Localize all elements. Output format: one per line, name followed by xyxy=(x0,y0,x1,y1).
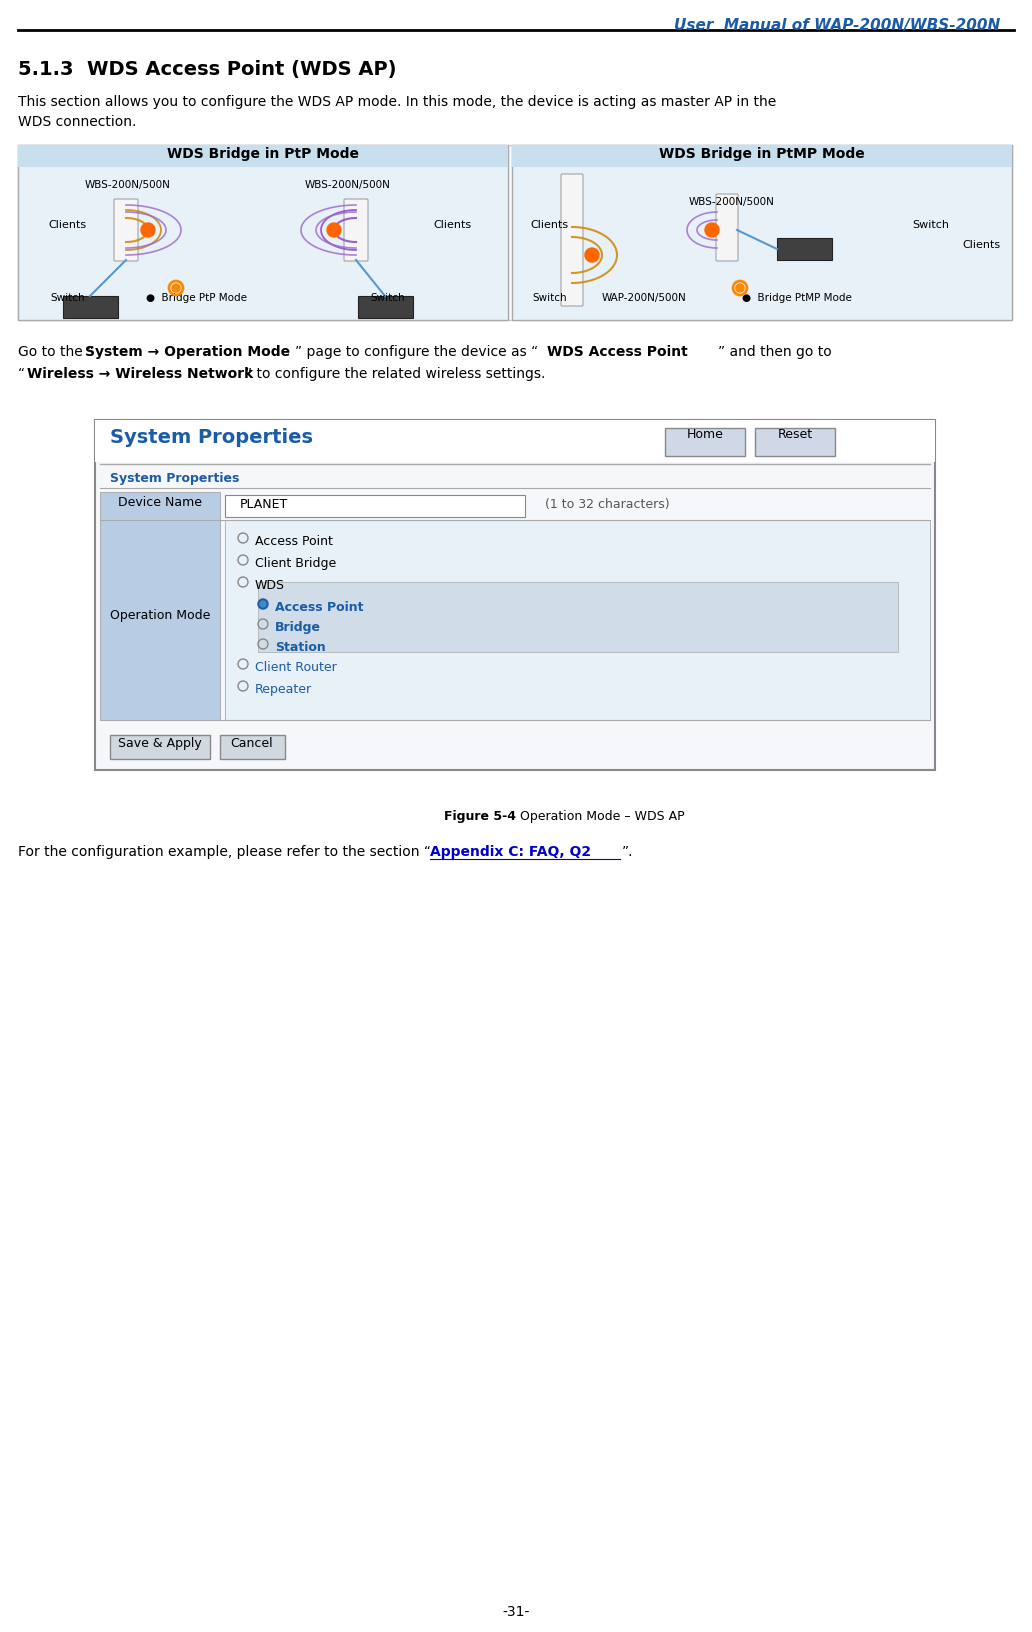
Text: Appendix C: FAQ, Q2: Appendix C: FAQ, Q2 xyxy=(430,845,591,858)
FancyBboxPatch shape xyxy=(95,419,935,462)
Text: WDS connection.: WDS connection. xyxy=(18,114,136,129)
Text: Client Router: Client Router xyxy=(255,661,336,674)
Text: Clients: Clients xyxy=(49,220,86,230)
Circle shape xyxy=(705,224,719,237)
FancyBboxPatch shape xyxy=(512,145,1012,166)
Text: ●  Bridge PtP Mode: ● Bridge PtP Mode xyxy=(146,294,247,304)
Text: System Properties: System Properties xyxy=(110,428,313,447)
Circle shape xyxy=(258,599,268,609)
Text: Figure 5-4: Figure 5-4 xyxy=(444,809,516,823)
Text: Clients: Clients xyxy=(530,220,569,230)
FancyBboxPatch shape xyxy=(18,145,508,166)
Text: Switch: Switch xyxy=(370,294,406,304)
Text: System → Operation Mode: System → Operation Mode xyxy=(85,344,290,359)
Circle shape xyxy=(260,601,266,607)
FancyBboxPatch shape xyxy=(755,428,835,455)
Text: ●  Bridge PtMP Mode: ● Bridge PtMP Mode xyxy=(742,294,851,304)
FancyBboxPatch shape xyxy=(665,428,745,455)
Text: (1 to 32 characters): (1 to 32 characters) xyxy=(545,498,670,511)
Text: WDS: WDS xyxy=(255,579,285,592)
FancyBboxPatch shape xyxy=(18,145,508,320)
Circle shape xyxy=(141,224,155,237)
Text: WAP-200N/500N: WAP-200N/500N xyxy=(602,294,686,304)
Text: Access Point: Access Point xyxy=(255,535,333,548)
Text: Station: Station xyxy=(275,641,326,654)
Text: This section allows you to configure the WDS AP mode. In this mode, the device i: This section allows you to configure the… xyxy=(18,95,776,109)
FancyBboxPatch shape xyxy=(512,145,1012,320)
Text: Save & Apply: Save & Apply xyxy=(118,738,202,751)
Text: Switch: Switch xyxy=(51,294,86,304)
FancyBboxPatch shape xyxy=(95,419,935,770)
Text: For the configuration example, please refer to the section “: For the configuration example, please re… xyxy=(18,845,431,858)
Circle shape xyxy=(327,224,341,237)
Circle shape xyxy=(736,284,744,292)
Text: Clients: Clients xyxy=(433,220,472,230)
Text: ”.: ”. xyxy=(622,845,634,858)
Text: Reset: Reset xyxy=(777,428,812,441)
FancyBboxPatch shape xyxy=(220,734,285,759)
Text: Switch: Switch xyxy=(533,294,567,304)
Text: WDS Access Point: WDS Access Point xyxy=(547,344,687,359)
Text: Clients: Clients xyxy=(962,240,1000,250)
Text: WDS Bridge in PtMP Mode: WDS Bridge in PtMP Mode xyxy=(659,147,865,162)
Text: “: “ xyxy=(18,367,25,380)
FancyBboxPatch shape xyxy=(561,175,583,307)
Text: WBS-200N/500N: WBS-200N/500N xyxy=(305,180,391,189)
Text: Home: Home xyxy=(686,428,723,441)
FancyBboxPatch shape xyxy=(18,145,1012,320)
Text: ” and then go to: ” and then go to xyxy=(718,344,832,359)
Text: Wireless → Wireless Network: Wireless → Wireless Network xyxy=(27,367,253,380)
Text: PLANET: PLANET xyxy=(240,498,288,511)
Text: WBS-200N/500N: WBS-200N/500N xyxy=(85,180,171,189)
FancyBboxPatch shape xyxy=(777,238,832,259)
Text: WDS Bridge in PtP Mode: WDS Bridge in PtP Mode xyxy=(167,147,359,162)
FancyBboxPatch shape xyxy=(358,295,413,318)
Text: Access Point: Access Point xyxy=(275,601,363,614)
Text: ” page to configure the device as “: ” page to configure the device as “ xyxy=(295,344,538,359)
FancyBboxPatch shape xyxy=(100,491,220,521)
Text: Switch: Switch xyxy=(912,220,949,230)
FancyBboxPatch shape xyxy=(258,583,898,653)
FancyBboxPatch shape xyxy=(110,734,209,759)
Text: Go to the “: Go to the “ xyxy=(18,344,94,359)
FancyBboxPatch shape xyxy=(63,295,118,318)
FancyBboxPatch shape xyxy=(114,199,138,261)
Circle shape xyxy=(172,284,180,292)
Text: Bridge: Bridge xyxy=(275,622,321,633)
FancyBboxPatch shape xyxy=(344,199,368,261)
Text: Client Bridge: Client Bridge xyxy=(255,557,336,570)
Text: WBS-200N/500N: WBS-200N/500N xyxy=(689,197,775,207)
Text: ” to configure the related wireless settings.: ” to configure the related wireless sett… xyxy=(245,367,545,380)
Text: System Properties: System Properties xyxy=(110,472,239,485)
Text: 5.1.3  WDS Access Point (WDS AP): 5.1.3 WDS Access Point (WDS AP) xyxy=(18,60,396,78)
Text: Device Name: Device Name xyxy=(118,496,202,509)
Text: Operation Mode – WDS AP: Operation Mode – WDS AP xyxy=(516,809,684,823)
FancyBboxPatch shape xyxy=(225,521,930,720)
FancyBboxPatch shape xyxy=(225,494,525,517)
Circle shape xyxy=(585,248,599,263)
Text: -31-: -31- xyxy=(503,1604,529,1619)
Text: Cancel: Cancel xyxy=(231,738,273,751)
FancyBboxPatch shape xyxy=(716,194,738,261)
FancyBboxPatch shape xyxy=(100,521,220,720)
Text: Operation Mode: Operation Mode xyxy=(109,609,211,622)
Text: User  Manual of WAP-200N/WBS-200N: User Manual of WAP-200N/WBS-200N xyxy=(674,18,1000,33)
Text: Repeater: Repeater xyxy=(255,684,312,695)
